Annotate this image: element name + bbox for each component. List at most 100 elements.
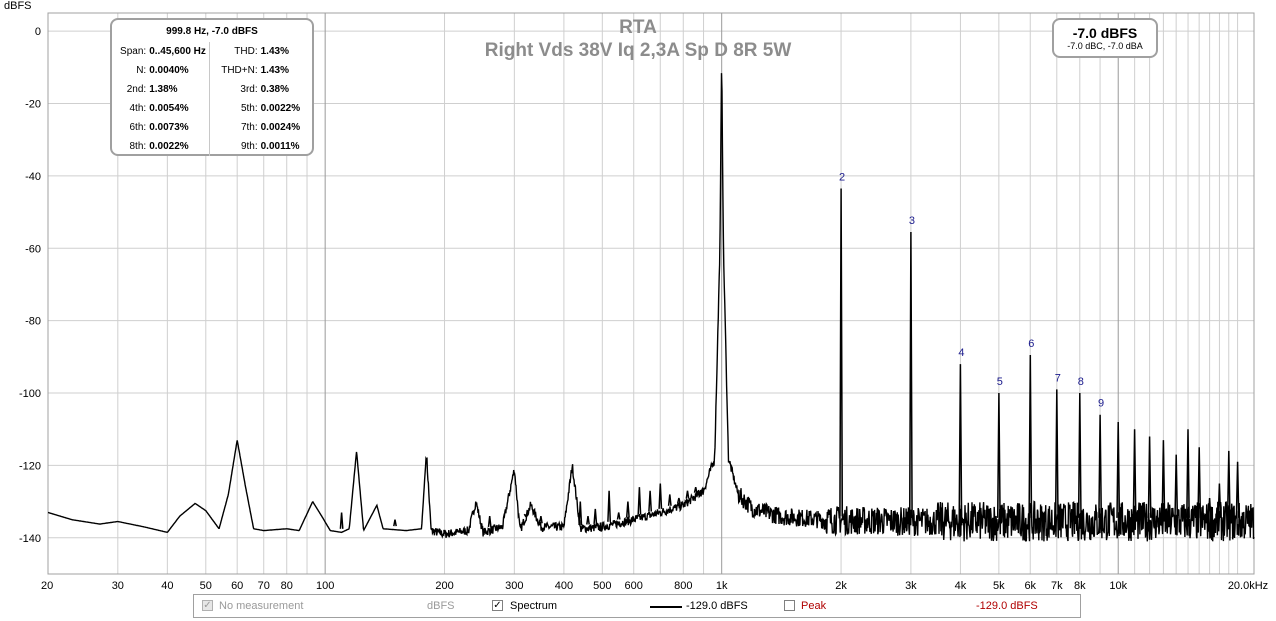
x-tick-label: 1k [716,580,728,592]
x-tick-label: 3k [905,580,917,592]
harmonic-label: 7 [1055,372,1061,384]
level-readout-box: -7.0 dBFS -7.0 dBC, -7.0 dBA [1052,18,1158,58]
harmonic-peak [996,392,1001,518]
spur-peak [1161,440,1166,518]
x-tick-label: 2k [835,580,847,592]
spur-peak [1174,454,1179,518]
spectrum-value: -129.0 dBFS [686,600,748,612]
stats-value: 0.0022% [260,103,301,114]
spur-peak [1217,483,1222,518]
stats-key: THD: [209,42,261,61]
stats-key: 6th: [129,122,147,133]
stats-header: 999.8 Hz, -7.0 dBFS [166,26,258,37]
no-measurement-checkbox[interactable]: ✓ [202,600,213,611]
spectrum-series [47,73,1255,543]
harmonic-peak [839,188,844,517]
peak-label: Peak [801,600,827,612]
stats-row: 4th: 0.0054% 5th: 0.0022% [112,99,312,118]
y-tick-label: -120 [19,460,41,472]
spur-peak [697,489,702,498]
spur-peak [523,513,528,518]
harmonic-peak [958,364,963,518]
spur-peak [625,501,630,518]
harmonic-peak [1098,414,1103,518]
x-tick-label: 70 [258,580,270,592]
stats-value: 0.0011% [260,141,300,152]
spur-peak [693,486,698,493]
x-tick-label: 4k [955,580,967,592]
x-tick-label: 800 [674,580,692,592]
y-tick-label: -60 [25,243,41,255]
stats-key: 2nd: [126,84,147,95]
x-tick-label: 20 [41,580,53,592]
spur-peak [1226,450,1231,518]
x-tick-label: 7k [1051,580,1063,592]
peak-checkbox[interactable] [784,600,795,611]
spur-peak [1147,436,1152,518]
stats-value: 1.43% [260,46,289,57]
stats-key: 7th: [209,118,261,137]
stats-row: 2nd: 1.38% 3rd: 0.38% [112,80,312,99]
y-tick-label: -140 [19,533,41,545]
x-tick-label: 500 [593,580,611,592]
spur-peak [538,515,543,524]
stats-row: N: 0.0040% THD+N: 1.43% [112,61,312,80]
x-tick-label: 10k [1109,580,1127,592]
legend-bar: ✓ No measurement dBFS ✓ Spectrum -129.0 … [193,594,1081,618]
spur-peak [1235,461,1240,518]
spur-peak [685,490,690,499]
harmonic-peak [908,231,913,518]
stats-key: 9th: [209,137,261,156]
level-weighted: -7.0 dBC, -7.0 dBA [1067,41,1143,51]
stats-key: THD+N: [209,61,261,80]
spur-peak [393,519,397,527]
x-tick-label: 6k [1024,580,1036,592]
harmonic-peak [1077,392,1082,518]
spur-peak [648,490,653,512]
harmonic-label: 6 [1028,338,1034,350]
x-tick-label: 30 [112,580,124,592]
spur-peak [637,487,642,515]
stats-value: 0..45,600 Hz [149,46,206,57]
chart-subtitle: Right Vds 38V Iq 2,3A Sp D 8R 5W [485,40,792,61]
distortion-stats-box: 999.8 Hz, -7.0 dBFS Span: 0..45,600 Hz THD… [110,18,314,156]
stats-key: 5th: [209,99,261,118]
spur-peak [1197,447,1202,518]
peak-value: -129.0 dBFS [976,600,1038,612]
stats-key: 4th: [129,103,147,114]
stats-row: 6th: 0.0073% 7th: 0.0024% [112,118,312,137]
harmonic-peak [1028,354,1033,518]
x-tick-label: 200 [435,580,453,592]
x-tick-label: 20.0kHz [1228,580,1268,592]
harmonic-label: 4 [958,347,964,359]
harmonic-peak [1054,389,1059,518]
spur-peak [586,515,590,525]
stats-value: 0.0054% [149,103,189,114]
stats-key: Span: [120,46,147,57]
stats-row: Span: 0..45,600 Hz THD: 1.43% [112,42,312,61]
y-tick-label: -100 [19,388,41,400]
harmonic-label: 8 [1078,376,1084,388]
spur-peak [616,512,621,520]
harmonic-labels: 2 3 4 5 6 7 8 9 [839,172,1104,410]
plot-frame [47,12,1255,575]
spur-peak [607,490,612,522]
y-axis-ticks: 0 -20 -40 -60 -80 -100 -120 -140 [19,26,41,545]
stats-row: 8th: 0.0022% 9th: 0.0011% [112,137,312,156]
spectrum-checkbox[interactable]: ✓ [492,600,503,611]
y-tick-label: -20 [25,98,41,110]
stats-table: Span: 0..45,600 Hz THD: 1.43% N: 0.0040% THD+N… [112,42,312,156]
spur-peak [339,512,344,529]
x-tick-label: 400 [555,580,573,592]
x-tick-label: 8k [1074,580,1086,592]
chart-title: RTA [619,17,657,38]
spur-peak [593,508,598,524]
x-tick-label: 40 [161,580,173,592]
x-tick-label: 100 [316,580,334,592]
x-tick-label: 300 [505,580,523,592]
stats-key: 3rd: [209,80,261,99]
x-tick-label: 5k [993,580,1005,592]
x-tick-label: 600 [625,580,643,592]
spur-peak [1116,421,1121,518]
y-axis-label: dBFS [4,0,32,12]
